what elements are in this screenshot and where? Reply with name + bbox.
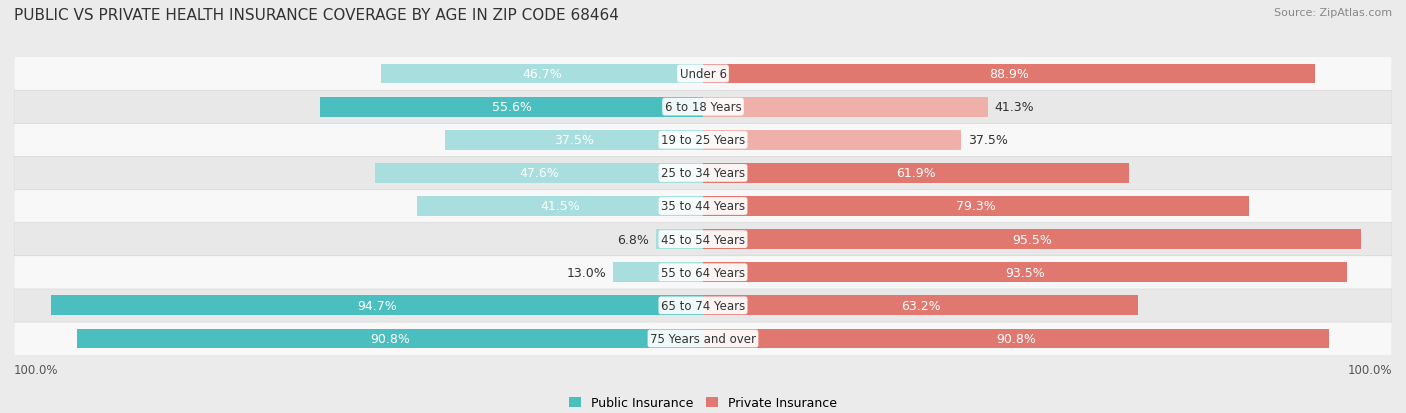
Text: 35 to 44 Years: 35 to 44 Years bbox=[661, 200, 745, 213]
FancyBboxPatch shape bbox=[14, 223, 1392, 256]
Text: 45 to 54 Years: 45 to 54 Years bbox=[661, 233, 745, 246]
Text: PUBLIC VS PRIVATE HEALTH INSURANCE COVERAGE BY AGE IN ZIP CODE 68464: PUBLIC VS PRIVATE HEALTH INSURANCE COVER… bbox=[14, 8, 619, 23]
Bar bbox=[375, 164, 703, 183]
FancyBboxPatch shape bbox=[14, 58, 1392, 91]
Text: 6.8%: 6.8% bbox=[617, 233, 650, 246]
FancyBboxPatch shape bbox=[14, 289, 1392, 322]
Bar bbox=[613, 263, 703, 282]
Text: 75 Years and over: 75 Years and over bbox=[650, 332, 756, 345]
Text: 55 to 64 Years: 55 to 64 Years bbox=[661, 266, 745, 279]
Text: 90.8%: 90.8% bbox=[995, 332, 1036, 345]
Text: 6 to 18 Years: 6 to 18 Years bbox=[665, 101, 741, 114]
Bar bbox=[444, 131, 703, 150]
FancyBboxPatch shape bbox=[14, 190, 1392, 223]
Text: 37.5%: 37.5% bbox=[554, 134, 593, 147]
Bar bbox=[321, 97, 703, 117]
Text: 61.9%: 61.9% bbox=[897, 167, 936, 180]
Bar bbox=[657, 230, 703, 249]
Bar bbox=[703, 131, 962, 150]
Text: 93.5%: 93.5% bbox=[1005, 266, 1045, 279]
Text: 47.6%: 47.6% bbox=[519, 167, 560, 180]
Text: 88.9%: 88.9% bbox=[990, 68, 1029, 81]
Text: 65 to 74 Years: 65 to 74 Years bbox=[661, 299, 745, 312]
FancyBboxPatch shape bbox=[14, 157, 1392, 190]
Text: 100.0%: 100.0% bbox=[1347, 363, 1392, 376]
Text: 100.0%: 100.0% bbox=[14, 363, 59, 376]
Text: 79.3%: 79.3% bbox=[956, 200, 995, 213]
Bar bbox=[703, 164, 1129, 183]
Text: 41.5%: 41.5% bbox=[540, 200, 579, 213]
Text: 19 to 25 Years: 19 to 25 Years bbox=[661, 134, 745, 147]
Bar bbox=[51, 296, 703, 316]
FancyBboxPatch shape bbox=[14, 256, 1392, 289]
Text: Source: ZipAtlas.com: Source: ZipAtlas.com bbox=[1274, 8, 1392, 18]
Bar bbox=[703, 97, 987, 117]
Bar bbox=[418, 197, 703, 216]
Text: 63.2%: 63.2% bbox=[901, 299, 941, 312]
Bar bbox=[703, 197, 1250, 216]
Text: 41.3%: 41.3% bbox=[994, 101, 1033, 114]
FancyBboxPatch shape bbox=[14, 91, 1392, 124]
Bar bbox=[77, 329, 703, 349]
Text: 90.8%: 90.8% bbox=[370, 332, 411, 345]
Bar bbox=[703, 64, 1316, 84]
Text: Under 6: Under 6 bbox=[679, 68, 727, 81]
Text: 94.7%: 94.7% bbox=[357, 299, 396, 312]
FancyBboxPatch shape bbox=[14, 124, 1392, 157]
Text: 25 to 34 Years: 25 to 34 Years bbox=[661, 167, 745, 180]
Bar bbox=[703, 296, 1139, 316]
Text: 95.5%: 95.5% bbox=[1012, 233, 1052, 246]
Text: 46.7%: 46.7% bbox=[522, 68, 562, 81]
Text: 37.5%: 37.5% bbox=[969, 134, 1008, 147]
Bar bbox=[703, 329, 1329, 349]
Text: 13.0%: 13.0% bbox=[567, 266, 606, 279]
FancyBboxPatch shape bbox=[14, 322, 1392, 355]
Text: 55.6%: 55.6% bbox=[492, 101, 531, 114]
Bar bbox=[703, 230, 1361, 249]
Legend: Public Insurance, Private Insurance: Public Insurance, Private Insurance bbox=[564, 392, 842, 413]
Bar bbox=[703, 263, 1347, 282]
Bar bbox=[381, 64, 703, 84]
